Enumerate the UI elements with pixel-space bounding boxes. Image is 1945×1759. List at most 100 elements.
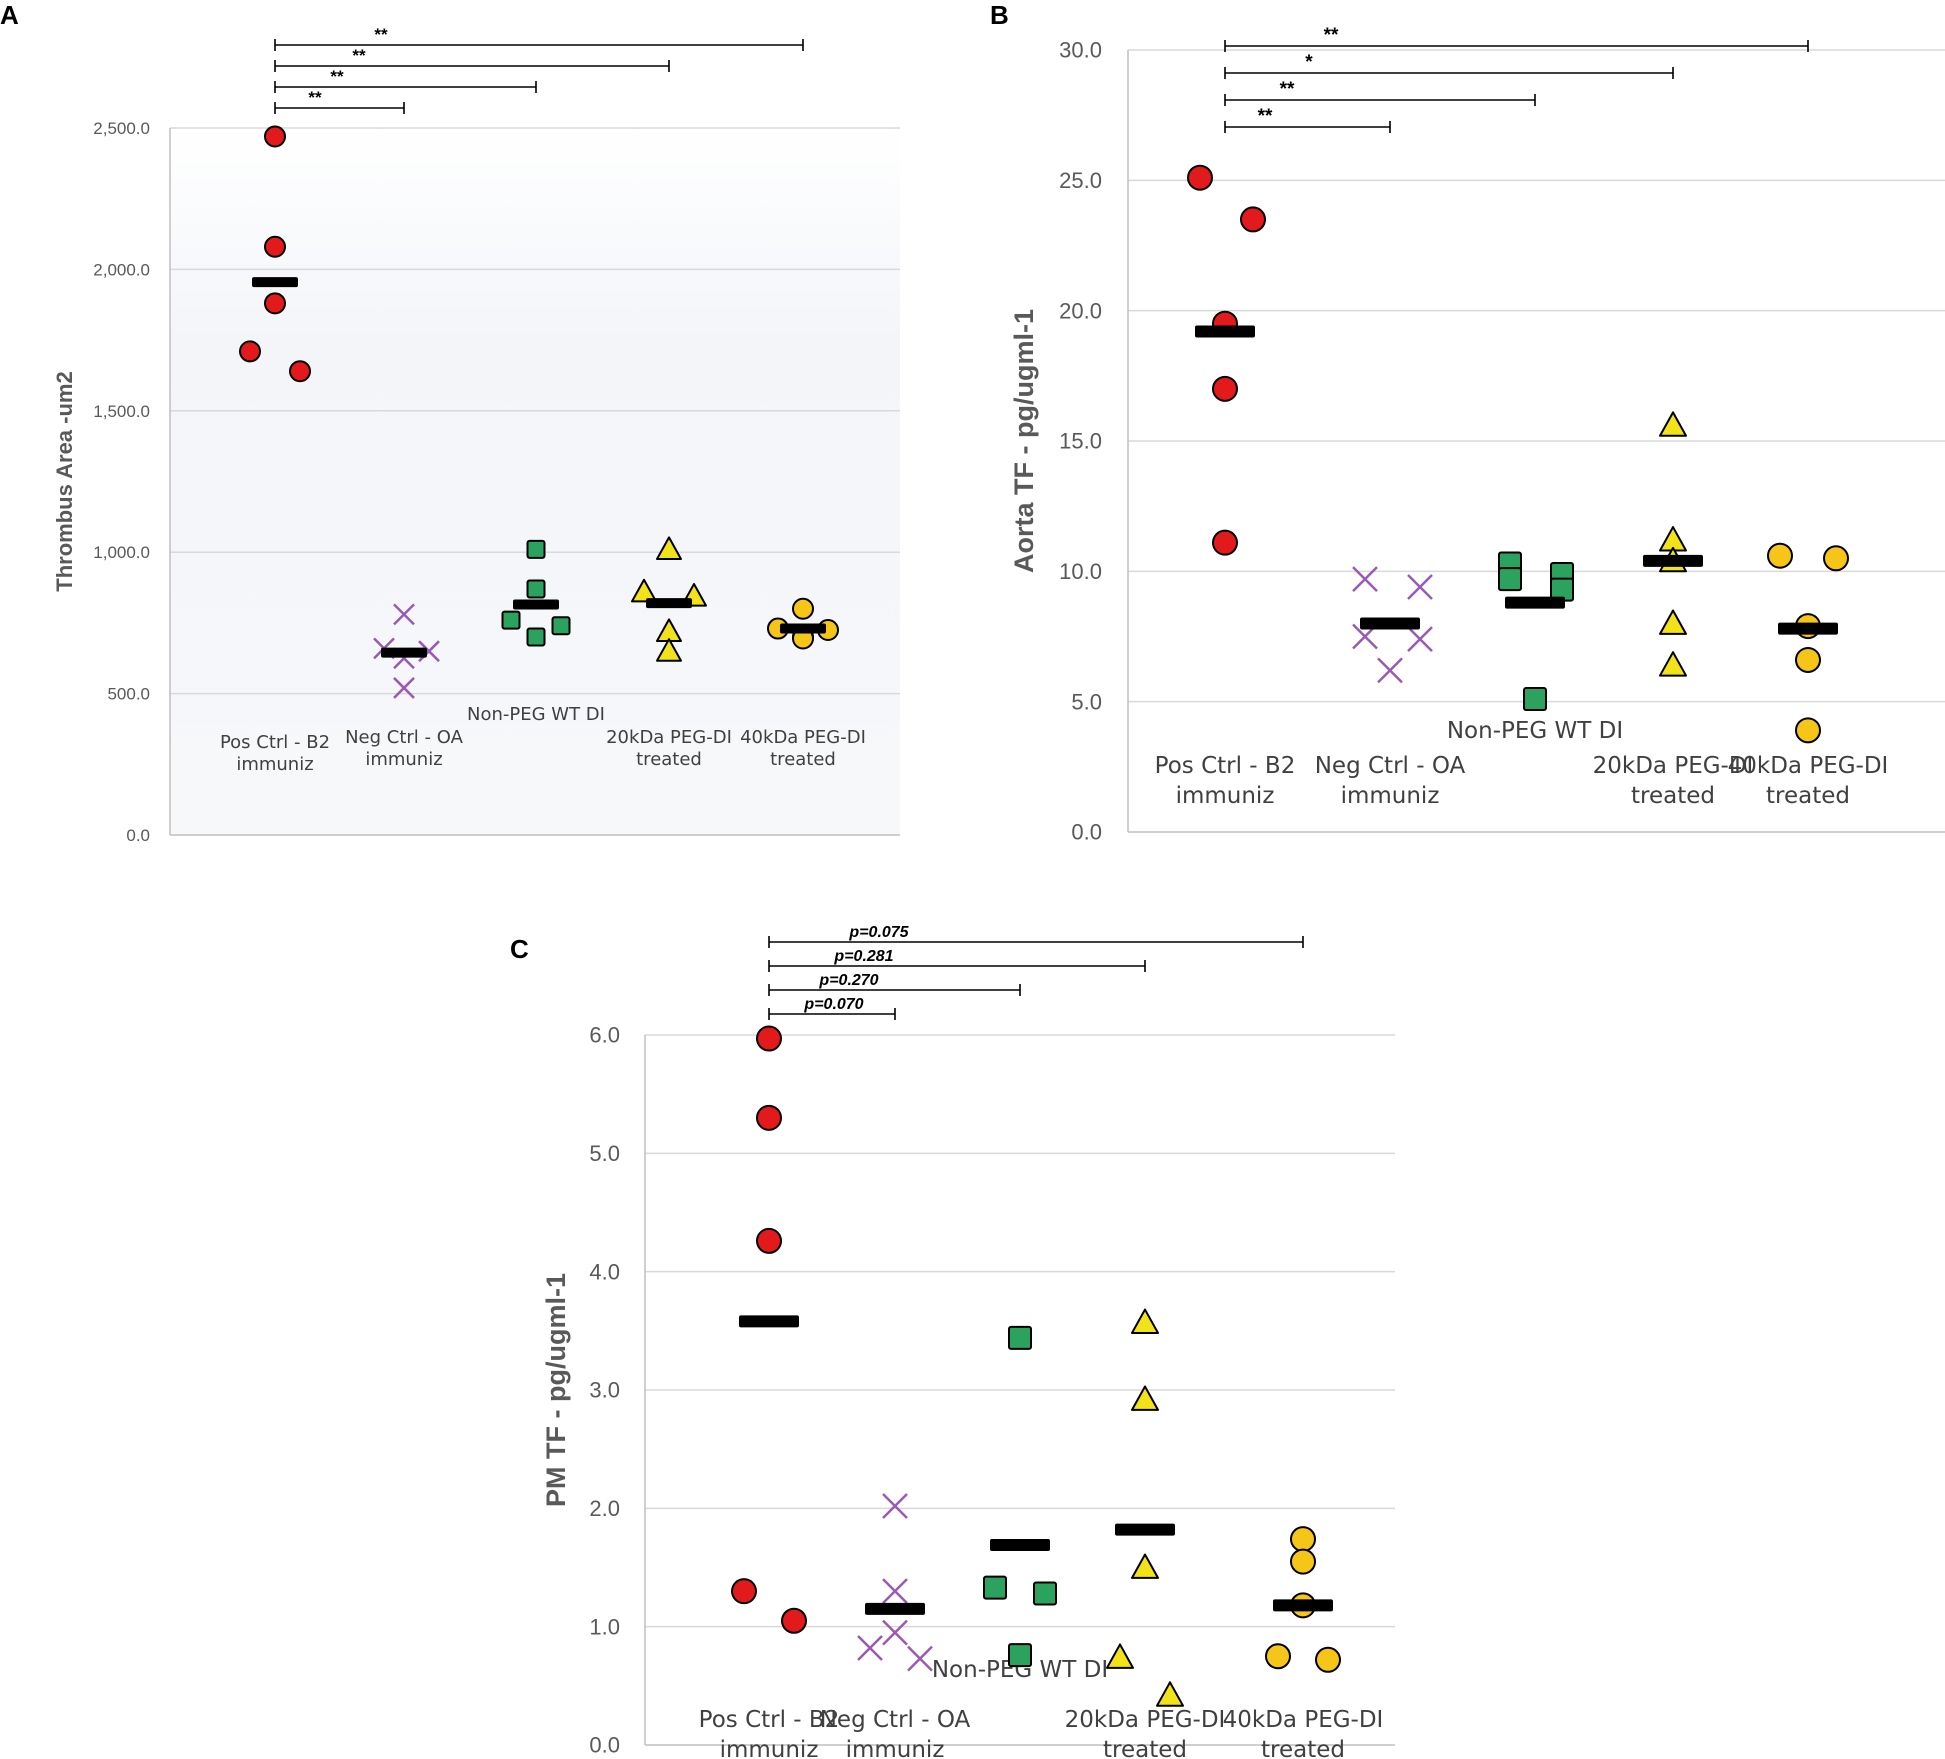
significance-bracket xyxy=(274,81,537,93)
category-label: Pos Ctrl - B2 xyxy=(1155,753,1296,779)
data-point xyxy=(1795,646,1821,673)
significance-bracket xyxy=(274,102,405,114)
y-tick-label: 0.0 xyxy=(126,826,150,845)
y-tick-label: 500.0 xyxy=(107,685,150,704)
panel-letter: C xyxy=(510,934,529,964)
data-point xyxy=(1156,1681,1184,1707)
y-tick-label: 25.0 xyxy=(1059,168,1102,193)
data-point xyxy=(882,1493,908,1519)
data-point xyxy=(1290,1526,1316,1553)
significance-bracket xyxy=(1224,67,1674,79)
data-point xyxy=(526,627,546,647)
data-point xyxy=(1106,1643,1134,1669)
mean-bar xyxy=(1360,617,1420,630)
mean-bar xyxy=(646,598,692,609)
category-label: immuniz xyxy=(846,1737,945,1759)
mean-bar xyxy=(1115,1523,1175,1536)
y-axis-label: Thrombus Area -um2 xyxy=(52,371,77,591)
mean-bar xyxy=(1778,622,1838,635)
data-point xyxy=(756,1227,782,1254)
mean-bar xyxy=(990,1539,1050,1552)
y-axis-label: Aorta TF - pg/ugml-1 xyxy=(1009,309,1039,573)
data-point xyxy=(1033,1581,1057,1606)
data-point xyxy=(393,603,415,626)
chart-pm-tf: C 0.0 1.0 2.0 3.0 4.0 5.0 6.0 PM TF - pg/ugml-1 P… xyxy=(510,924,1395,1759)
data-point xyxy=(882,1619,908,1646)
significance-bracket xyxy=(768,936,1304,948)
data-point xyxy=(501,610,521,630)
significance-label: p=0.270 xyxy=(818,972,878,989)
category-label: 20kDa PEG-DI xyxy=(1593,753,1754,779)
y-tick-label: 4.0 xyxy=(589,1259,620,1284)
data-point xyxy=(857,1635,883,1661)
significance-label: ** xyxy=(1258,106,1273,127)
data-point xyxy=(756,1104,782,1131)
data-point xyxy=(264,292,286,315)
data-point xyxy=(1352,566,1378,593)
data-point xyxy=(1498,567,1522,592)
category-label: treated xyxy=(636,749,702,770)
data-point xyxy=(1659,651,1687,677)
data-point xyxy=(656,536,682,560)
data-point xyxy=(781,1607,807,1634)
data-point xyxy=(1523,687,1547,712)
data-point xyxy=(731,1578,757,1605)
data-point xyxy=(526,579,546,599)
significance-label: * xyxy=(1305,52,1313,73)
data-point xyxy=(1315,1646,1341,1673)
data-point xyxy=(882,1578,908,1605)
y-tick-label: 0.0 xyxy=(1071,820,1102,845)
data-point xyxy=(1240,206,1266,233)
mean-bar xyxy=(739,1315,799,1328)
category-label: treated xyxy=(770,749,836,770)
mean-bar xyxy=(1195,325,1255,338)
significance-label: p=0.070 xyxy=(803,996,863,1013)
significance-bracket xyxy=(768,960,1146,972)
data-point xyxy=(983,1575,1007,1600)
y-tick-label: 3.0 xyxy=(589,1378,620,1403)
category-label: treated xyxy=(1766,783,1850,809)
data-point xyxy=(631,578,657,603)
y-tick-label: 15.0 xyxy=(1059,429,1102,454)
category-label: Neg Ctrl - OA xyxy=(1315,753,1466,779)
significance-bracket xyxy=(274,60,670,72)
significance-bracket xyxy=(274,39,804,51)
y-tick-label: 20.0 xyxy=(1059,298,1102,323)
data-point xyxy=(1407,574,1433,600)
category-label: 40kDa PEG-DI xyxy=(1728,753,1889,779)
category-label: treated xyxy=(1261,1737,1345,1759)
data-point xyxy=(551,616,571,636)
data-point xyxy=(1377,657,1403,684)
significance-label: ** xyxy=(330,67,344,86)
y-tick-label: 0.0 xyxy=(589,1733,620,1758)
data-point xyxy=(1008,1643,1032,1668)
category-label: Non-PEG WT DI xyxy=(467,704,605,725)
significance-bracket xyxy=(1224,94,1536,106)
y-tick-label: 5.0 xyxy=(589,1141,620,1166)
chart-thrombus-area: A 0.0 500.0 1,000.0 1,500.0 2,000.0 2,500.0 Thr… xyxy=(0,0,900,845)
category-label: treated xyxy=(1631,783,1715,809)
mean-bar xyxy=(513,599,559,610)
y-tick-label: 6.0 xyxy=(589,1023,620,1048)
data-point xyxy=(1659,411,1687,437)
category-label: Non-PEG WT DI xyxy=(1447,718,1623,744)
significance-bracket xyxy=(1224,40,1809,52)
data-point xyxy=(656,638,682,662)
data-point xyxy=(1290,1548,1316,1575)
y-tick-label: 1.0 xyxy=(589,1614,620,1639)
y-tick-label: 5.0 xyxy=(1071,689,1102,714)
significance-label: ** xyxy=(1280,79,1295,100)
data-point xyxy=(1131,1553,1159,1579)
category-label: Neg Ctrl - OA xyxy=(820,1707,971,1733)
y-tick-label: 2,500.0 xyxy=(93,119,150,138)
data-point xyxy=(264,235,286,258)
category-label: immuniz xyxy=(720,1737,819,1759)
data-point xyxy=(264,125,286,148)
y-tick-label: 30.0 xyxy=(1059,38,1102,63)
data-point xyxy=(1212,529,1238,556)
category-label: 20kDa PEG-DI xyxy=(1065,1707,1226,1733)
category-label: Pos Ctrl - B2 xyxy=(699,1707,840,1733)
data-point xyxy=(1131,1385,1159,1411)
significance-label: ** xyxy=(374,25,388,44)
